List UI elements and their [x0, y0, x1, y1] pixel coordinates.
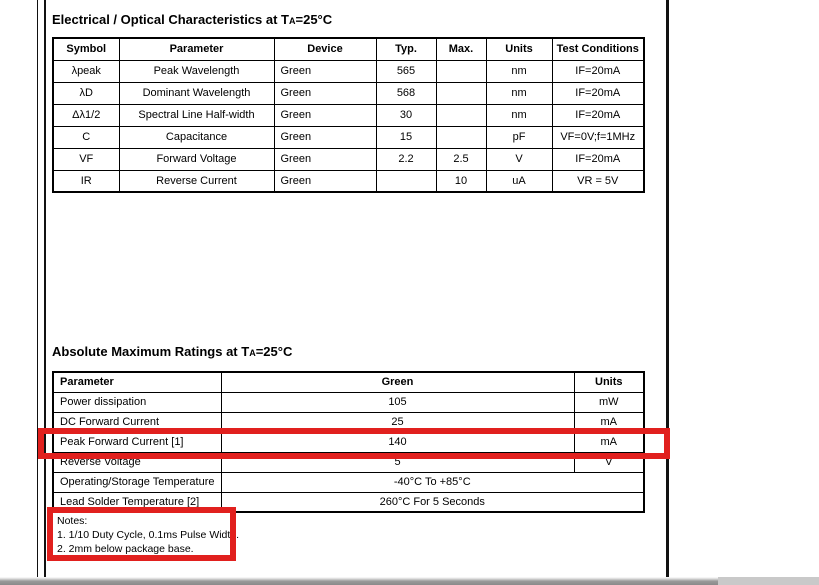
title-subscript: A	[289, 16, 296, 26]
cell: 30	[375, 103, 437, 127]
cell: pF	[485, 125, 553, 149]
title-subscript: A	[249, 348, 256, 358]
cell: λD	[52, 81, 120, 105]
table-row: Δλ1/2 Spectral Line Half-width Green 30 …	[52, 103, 645, 127]
cell: uA	[485, 169, 553, 193]
cell: Green	[273, 81, 377, 105]
page-border-right	[666, 0, 669, 577]
cell: Green	[273, 59, 377, 83]
table-row: VF Forward Voltage Green 2.2 2.5 V IF=20…	[52, 147, 645, 171]
electrical-characteristics-table: Symbol Parameter Device Typ. Max. Units …	[52, 37, 645, 193]
cell: IF=20mA	[551, 103, 645, 127]
cell: IF=20mA	[551, 147, 645, 171]
cell: Reverse Current	[118, 169, 275, 193]
cell	[375, 169, 437, 193]
page-margin-line	[37, 0, 38, 577]
table-header-row: Symbol Parameter Device Typ. Max. Units …	[52, 37, 645, 61]
cell: nm	[485, 81, 553, 105]
title-text: Electrical / Optical Characteristics at …	[52, 12, 289, 27]
cell	[435, 81, 487, 105]
column-header: Green	[220, 371, 575, 393]
cell: Dominant Wavelength	[118, 81, 275, 105]
column-header: Units	[573, 371, 645, 393]
scrollbar-thumb[interactable]	[0, 577, 718, 585]
cell: Capacitance	[118, 125, 275, 149]
cell: C	[52, 125, 120, 149]
cell: Peak Wavelength	[118, 59, 275, 83]
cell: VF	[52, 147, 120, 171]
cell: IF=20mA	[551, 59, 645, 83]
highlight-box-peak-forward-current	[38, 428, 670, 459]
cell	[435, 125, 487, 149]
cell: 10	[435, 169, 487, 193]
notes-label: Notes:	[57, 515, 88, 527]
cell: Operating/Storage Temperature	[52, 471, 222, 493]
note-item: 1. 1/10 Duty Cycle, 0.1ms Pulse Width.	[57, 529, 240, 541]
cell: IR	[52, 169, 120, 193]
title-text: =25°C	[255, 344, 293, 359]
cell: 15	[375, 125, 437, 149]
cell: Δλ1/2	[52, 103, 120, 127]
electrical-section-title: Electrical / Optical Characteristics at …	[52, 12, 332, 27]
cell: 105	[220, 391, 575, 413]
cell: mW	[573, 391, 645, 413]
cell	[435, 59, 487, 83]
column-header: Test Conditions	[551, 37, 645, 61]
cell: 2.5	[435, 147, 487, 171]
cell	[435, 103, 487, 127]
cell: Forward Voltage	[118, 147, 275, 171]
cell: 260°C For 5 Seconds	[220, 491, 645, 513]
table-row: IR Reverse Current Green 10 uA VR = 5V	[52, 169, 645, 193]
column-header: Parameter	[52, 371, 222, 393]
column-header: Symbol	[52, 37, 120, 61]
column-header: Device	[273, 37, 377, 61]
cell: 2.2	[375, 147, 437, 171]
title-text: Absolute Maximum Ratings at T	[52, 344, 250, 359]
cell: nm	[485, 103, 553, 127]
cell: Green	[273, 169, 377, 193]
cell: Green	[273, 103, 377, 127]
column-header: Max.	[435, 37, 487, 61]
cell: VR = 5V	[551, 169, 645, 193]
cell: nm	[485, 59, 553, 83]
table-row: λD Dominant Wavelength Green 568 nm IF=2…	[52, 81, 645, 105]
table-row: C Capacitance Green 15 pF VF=0V;f=1MHz	[52, 125, 645, 149]
column-header: Typ.	[375, 37, 437, 61]
ratings-section-title: Absolute Maximum Ratings at TA=25°C	[52, 344, 292, 359]
notes: Notes: 1. 1/10 Duty Cycle, 0.1ms Pulse W…	[57, 514, 239, 556]
table-row: DC Forward Current 25 mA	[52, 411, 645, 433]
page-border-left	[44, 0, 46, 577]
table-row: Operating/Storage Temperature -40°C To +…	[52, 471, 645, 493]
column-header: Parameter	[118, 37, 275, 61]
title-text: =25°C	[295, 12, 333, 27]
table-row: Power dissipation 105 mW	[52, 391, 645, 413]
horizontal-scrollbar[interactable]	[0, 577, 819, 585]
cell: λpeak	[52, 59, 120, 83]
column-header: Units	[485, 37, 553, 61]
highlight-box-notes	[47, 507, 236, 561]
cell: -40°C To +85°C	[220, 471, 645, 493]
table-row: λpeak Peak Wavelength Green 565 nm IF=20…	[52, 59, 645, 83]
cell: VF=0V;f=1MHz	[551, 125, 645, 149]
note-item: 2. 2mm below package base.	[57, 543, 194, 555]
cell: 565	[375, 59, 437, 83]
cell: 568	[375, 81, 437, 105]
cell: V	[485, 147, 553, 171]
cell: Power dissipation	[52, 391, 222, 413]
cell: Spectral Line Half-width	[118, 103, 275, 127]
cell: Green	[273, 147, 377, 171]
cell: Green	[273, 125, 377, 149]
cell: IF=20mA	[551, 81, 645, 105]
table-header-row: Parameter Green Units	[52, 371, 645, 393]
